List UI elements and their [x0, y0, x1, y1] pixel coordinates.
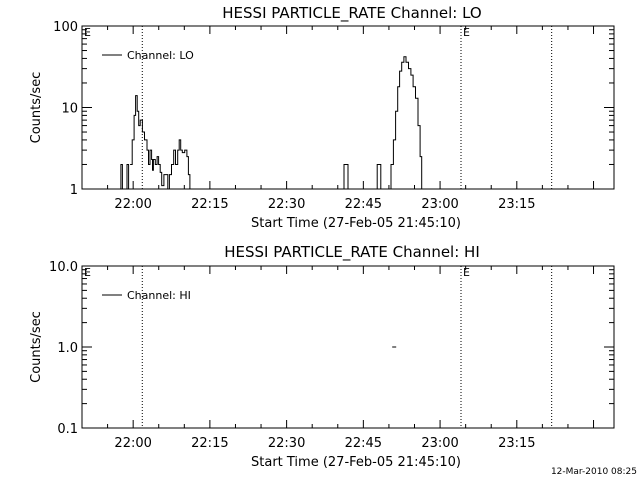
x-axis-label: Start Time (27-Feb-05 21:45:10) — [251, 455, 461, 470]
chart-title: HESSI PARTICLE_RATE Channel: LO — [222, 4, 481, 23]
y-tick-label: 100 — [53, 20, 78, 35]
x-tick-label: 22:30 — [268, 436, 305, 451]
series-line-segment — [389, 56, 423, 190]
series-line-segment — [130, 95, 191, 190]
panel-hi-channel: HESSI PARTICLE_RATE Channel: HI 22:00 22:1… — [29, 243, 615, 470]
series-line-segment — [125, 164, 130, 190]
x-tick-label: 22:30 — [268, 197, 305, 212]
panel-lo-channel: HESSI PARTICLE_RATE Channel: LO 22:00 22:1… — [29, 4, 615, 231]
left-event-marker: E — [84, 266, 91, 279]
x-tick-label: 23:00 — [421, 436, 458, 451]
x-tick-label: 23:00 — [421, 197, 458, 212]
x-tick-label: 22:00 — [114, 436, 151, 451]
footer-timestamp: 12-Mar-2010 08:25 — [551, 467, 637, 477]
x-tick-label: 23:15 — [498, 436, 535, 451]
x-tick-label: 22:45 — [345, 197, 382, 212]
y-tick-label: 1 — [70, 183, 78, 198]
y-tick-label: 10.0 — [49, 260, 78, 275]
event-marker: E — [463, 26, 470, 39]
y-axis-label: Counts/sec — [29, 311, 44, 383]
y-tick-label: 0.1 — [57, 422, 78, 437]
y-tick-label: 1.0 — [57, 341, 78, 356]
series-line-segment — [119, 164, 123, 190]
y-tick-label: 10 — [61, 102, 78, 117]
x-tick-label: 23:15 — [498, 197, 535, 212]
legend-label: Channel: LO — [127, 49, 194, 62]
left-event-marker: E — [84, 26, 91, 39]
y-axis-label: Counts/sec — [29, 72, 44, 144]
x-axis-label: Start Time (27-Feb-05 21:45:10) — [251, 216, 461, 231]
event-marker: E — [463, 266, 470, 279]
chart-title: HESSI PARTICLE_RATE Channel: HI — [224, 243, 480, 262]
x-tick-label: 22:00 — [114, 197, 151, 212]
x-tick-label: 22:45 — [345, 436, 382, 451]
x-tick-label: 22:15 — [191, 436, 228, 451]
series-line-segment — [375, 164, 382, 190]
legend-label: Channel: HI — [127, 289, 191, 302]
series-line-segment — [343, 164, 349, 190]
x-tick-label: 22:15 — [191, 197, 228, 212]
